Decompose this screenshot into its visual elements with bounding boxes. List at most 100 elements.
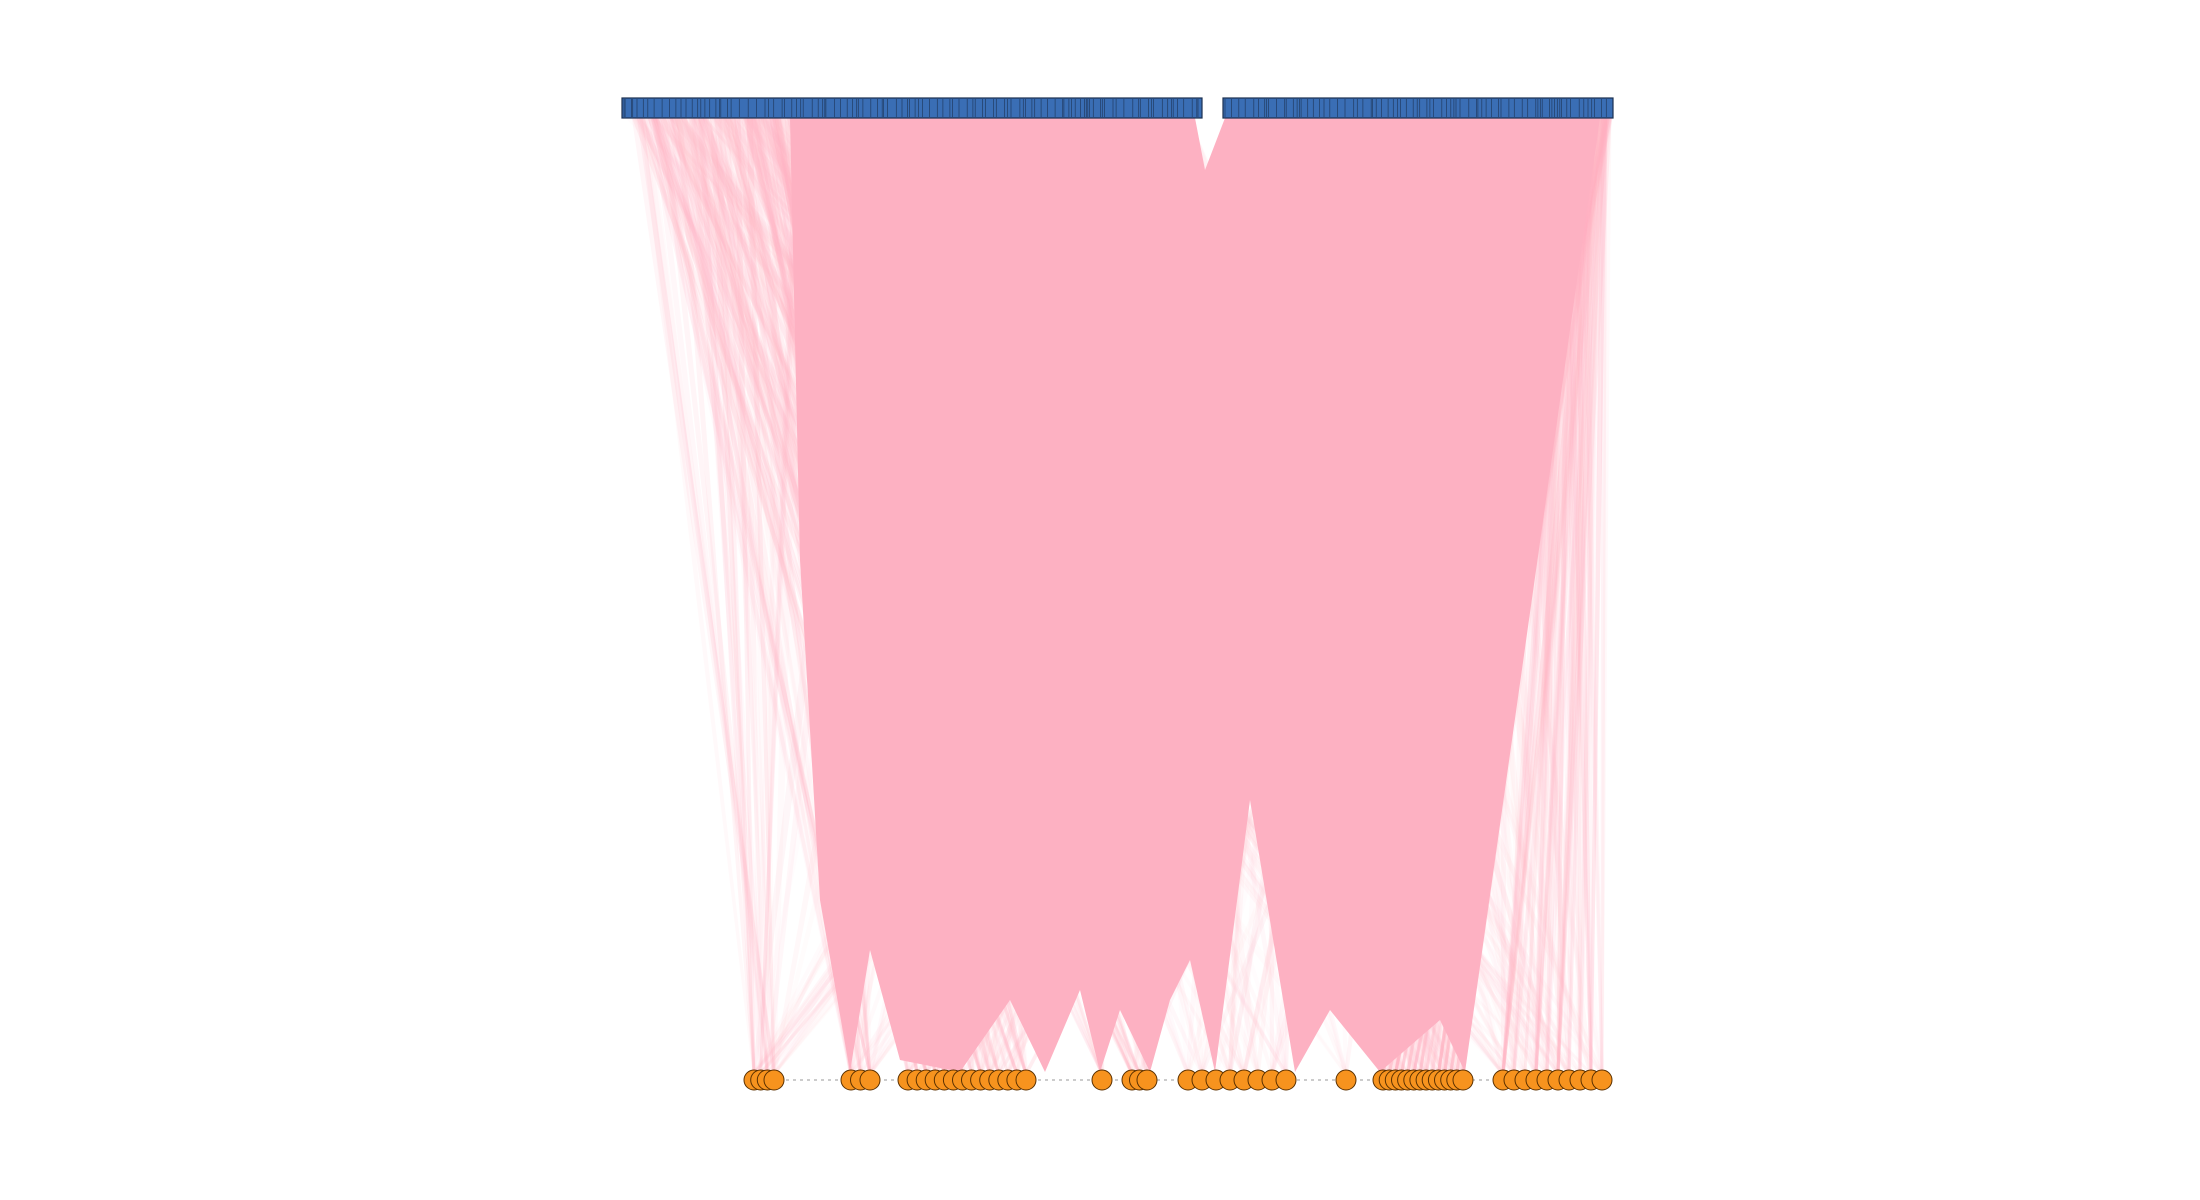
top-block-layer: [621, 97, 1614, 119]
bottom-node: [859, 1069, 881, 1091]
ribbon-edge-right: [1501, 118, 1598, 1074]
bottom-node: [1275, 1069, 1297, 1091]
ribbon-edge-left: [676, 118, 756, 1074]
ribbon-edge-left: [759, 118, 800, 1074]
ribbon-edge-left: [644, 118, 769, 1074]
ribbon-edge: [1567, 118, 1579, 1074]
ribbon-edge-right: [1586, 118, 1593, 1074]
ribbon-edge-right: [1534, 118, 1592, 1074]
ribbon-edge-right: [1545, 118, 1600, 1074]
ribbon-edge: [752, 118, 802, 1074]
ribbon-edge-right: [1573, 118, 1593, 1074]
ribbon-edge-right: [1567, 118, 1593, 1074]
ribbon-edge-left: [746, 118, 769, 1074]
ribbon-edge-right: [1600, 118, 1612, 1074]
ribbon-edge-left: [642, 118, 872, 1074]
ribbon-edge-right: [1567, 118, 1577, 1074]
bottom-node: [1335, 1069, 1357, 1091]
ribbon-main: [790, 118, 1600, 1072]
ribbon-edge-right: [1512, 118, 1596, 1074]
ribbon-edge-right: [1501, 118, 1609, 1074]
ribbon-edge: [1501, 118, 1598, 1074]
ribbon-edge-right: [1545, 118, 1582, 1074]
ribbon-edge-left: [710, 118, 756, 1074]
ribbon-edge-right: [1556, 118, 1600, 1074]
ribbon-edge-right: [1556, 118, 1606, 1074]
ribbon-edge-right: [1545, 118, 1596, 1074]
ribbon-edge-left: [666, 118, 862, 1074]
ribbon-edge: [1512, 118, 1603, 1074]
bottom-node: [1091, 1069, 1113, 1091]
bottom-node: [763, 1069, 785, 1091]
ribbon-edge-left: [746, 118, 776, 1074]
ribbon-edge: [713, 118, 776, 1074]
ribbon-edge: [1545, 118, 1578, 1074]
ribbon-edge-right: [1600, 118, 1608, 1074]
ribbon-edge-left: [639, 118, 756, 1074]
ribbon-edge-left: [641, 118, 776, 1074]
ribbon-edge-left: [698, 118, 769, 1074]
ribbon-edge-left: [734, 118, 756, 1074]
ribbon-edge-left: [697, 118, 756, 1074]
ribbon-edge-right: [1574, 118, 1604, 1074]
ribbon-edge-left: [636, 118, 776, 1074]
bottom-node: [1136, 1069, 1158, 1091]
ribbon-edge-right: [1558, 118, 1593, 1074]
ribbon-edge-right: [1501, 118, 1598, 1074]
ribbon-edge-left: [715, 118, 756, 1074]
ribbon-edge-right: [1534, 118, 1609, 1074]
ribbon-edge-right: [1578, 118, 1602, 1074]
ribbon-edge: [675, 118, 863, 1074]
ribbon-edge-right: [1563, 118, 1593, 1074]
ribbon-edge-right: [1562, 118, 1593, 1074]
ribbon-edge: [648, 118, 853, 1074]
ribbon-edge-right: [1501, 118, 1608, 1074]
ribbon-edge-right: [1556, 118, 1571, 1074]
ribbon-edge-left: [651, 118, 769, 1074]
ribbon-edge-right: [1567, 118, 1599, 1074]
bottom-node: [1015, 1069, 1037, 1091]
ribbon-layer: [790, 118, 1600, 1072]
ribbon-edge-right: [1534, 118, 1598, 1074]
ribbon-edge-left: [671, 118, 853, 1074]
ribbon-edge-right: [1556, 118, 1572, 1074]
ribbon-edge-left: [716, 118, 756, 1074]
ribbon-edge-right: [1573, 118, 1582, 1074]
ribbon-edge-left: [651, 118, 853, 1074]
bottom-node: [1452, 1069, 1474, 1091]
ribbon-edge: [756, 118, 776, 1074]
ribbon-edge-left: [661, 118, 769, 1074]
ribbon-edge-right: [1572, 118, 1593, 1074]
ribbon-edge-right: [1573, 118, 1593, 1074]
ribbon-edge-right: [1589, 118, 1608, 1074]
ribbon-edge-left: [723, 118, 769, 1074]
ribbon-edge: [675, 118, 853, 1074]
ribbon-edge: [691, 118, 763, 1074]
ribbon-edge-right: [1501, 118, 1612, 1074]
ribbon-edge-right: [1556, 118, 1591, 1074]
ribbon-edge: [1578, 118, 1607, 1074]
ribbon-edge-right: [1501, 118, 1591, 1074]
ribbon-edge-right: [1578, 118, 1604, 1074]
ribbon-edge-right: [1589, 118, 1607, 1074]
ribbon-edge-right: [1512, 118, 1600, 1074]
ribbon-edge-right: [1556, 118, 1596, 1074]
block-left-rect: [621, 97, 1203, 119]
ribbon-edge-left: [765, 118, 780, 1074]
ribbon-edge-left: [759, 118, 803, 1074]
ribbon-edge-left: [727, 118, 776, 1074]
block-right: [1222, 97, 1614, 119]
bottom-node: [1591, 1069, 1613, 1091]
ribbon-edge-right: [1578, 118, 1585, 1074]
ribbon-edge-right: [1556, 118, 1612, 1074]
ribbon-edge-right: [1556, 118, 1599, 1074]
ribbon-edge-left: [688, 118, 769, 1074]
ribbon-edge-right: [1534, 118, 1594, 1074]
block-left: [621, 97, 1203, 119]
ribbon-edge-right: [1561, 118, 1582, 1074]
ribbon-edge-right: [1556, 118, 1608, 1074]
ribbon-edge-left: [746, 118, 776, 1074]
bottom-node-layer: [743, 1069, 1613, 1091]
